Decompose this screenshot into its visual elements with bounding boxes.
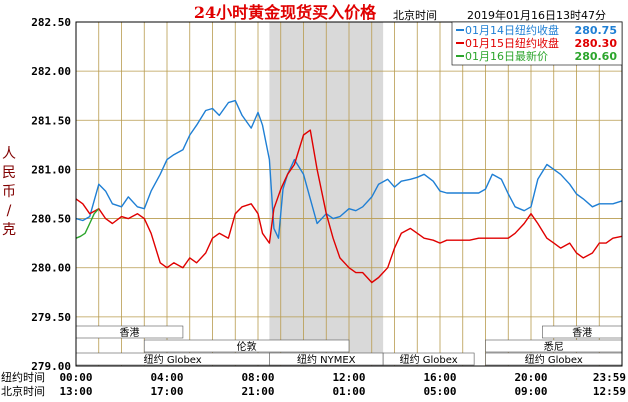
y-tick-label: 281.00 [31, 163, 71, 176]
y-axis-label-char: 克 [2, 222, 16, 238]
legend-date: 01月14日 [465, 24, 515, 37]
legend-value: 280.75 [575, 24, 617, 37]
market-session-label: 纽约 NYMEX [297, 353, 356, 366]
y-tick-label: 282.00 [31, 65, 71, 78]
y-tick-label: 281.50 [31, 114, 71, 127]
x-tick-label: 17:00 [150, 385, 183, 398]
y-tick-label: 280.00 [31, 262, 71, 275]
legend-date: 01月15日 [465, 37, 515, 50]
series-line [75, 99, 623, 239]
x-tick-label: 04:00 [150, 371, 183, 384]
market-session-label: 悉尼 [544, 341, 564, 353]
plot-frame [75, 21, 623, 367]
y-axis-label: 人民币 / 克 [2, 146, 16, 238]
market-session-bar [143, 339, 350, 353]
timestamp: 2019年01月16日13时47分 [467, 8, 606, 22]
legend-date: 01月16日 [465, 50, 515, 63]
y-axis-ticks: 282.50 282.00 281.50 281.00 280.50 280.00 279.… [31, 16, 71, 373]
timestamp-label: 北京时间 [393, 8, 437, 22]
x-tick-label: 12:00 [332, 371, 365, 384]
y-tick-label: 279.50 [31, 311, 71, 324]
y-tick-label: 282.50 [31, 16, 71, 29]
x-axis-row-name: 北京时间 [1, 384, 45, 398]
x-tick-label: 16:00 [423, 371, 456, 384]
x-tick-label: 20:00 [514, 371, 547, 384]
chart-title: 24小时黄金现货买入价格 [194, 3, 377, 22]
x-axis: 纽约时间 00:00 04:00 08:00 12:00 16:00 20:00 23:59 北… [1, 370, 626, 398]
x-tick-label: 23:59 [593, 371, 626, 384]
x-tick-label: 00:00 [59, 371, 92, 384]
market-session-bar [382, 352, 475, 366]
y-axis-label-char: 币 [2, 184, 16, 200]
x-tick-label: 05:00 [423, 385, 456, 398]
x-tick-label: 12:59 [593, 385, 626, 398]
x-axis-row-name: 纽约时间 [1, 370, 45, 384]
market-session-label: 纽约 Globex [144, 353, 202, 366]
y-tick-label: 280.50 [31, 213, 71, 226]
market-session-label: 香港 [119, 327, 139, 339]
market-session-label: 纽约 Globex [525, 353, 583, 366]
legend-value: 280.60 [575, 50, 618, 63]
x-tick-label: 13:00 [59, 385, 92, 398]
y-tick-label: 279.00 [31, 360, 71, 373]
series-line [75, 129, 623, 284]
legend-label: 纽约收盘 [515, 36, 559, 50]
series-line [75, 208, 100, 239]
legend-label: 纽约收盘 [515, 23, 559, 37]
x-tick-label: 21:00 [241, 385, 274, 398]
legend-value: 280.30 [575, 37, 618, 50]
x-tick-label: 09:00 [514, 385, 547, 398]
legend-box [451, 21, 623, 66]
legend: 01月14日 纽约收盘 280.75 01月15日 纽约收盘 280.30 01月16日 最新… [451, 21, 623, 66]
y-axis-label-char: 人 [2, 146, 16, 162]
market-session-label: 伦敦 [237, 340, 257, 353]
y-axis-label-char: / [7, 203, 12, 219]
y-axis-label-char: 民 [2, 165, 16, 181]
market-session-label: 香港 [572, 327, 592, 339]
x-tick-label: 08:00 [241, 371, 274, 384]
market-session-label: 纽约 Globex [400, 353, 458, 366]
price-series [75, 99, 623, 284]
legend-label: 最新价 [515, 49, 548, 63]
x-tick-label: 01:00 [332, 385, 365, 398]
